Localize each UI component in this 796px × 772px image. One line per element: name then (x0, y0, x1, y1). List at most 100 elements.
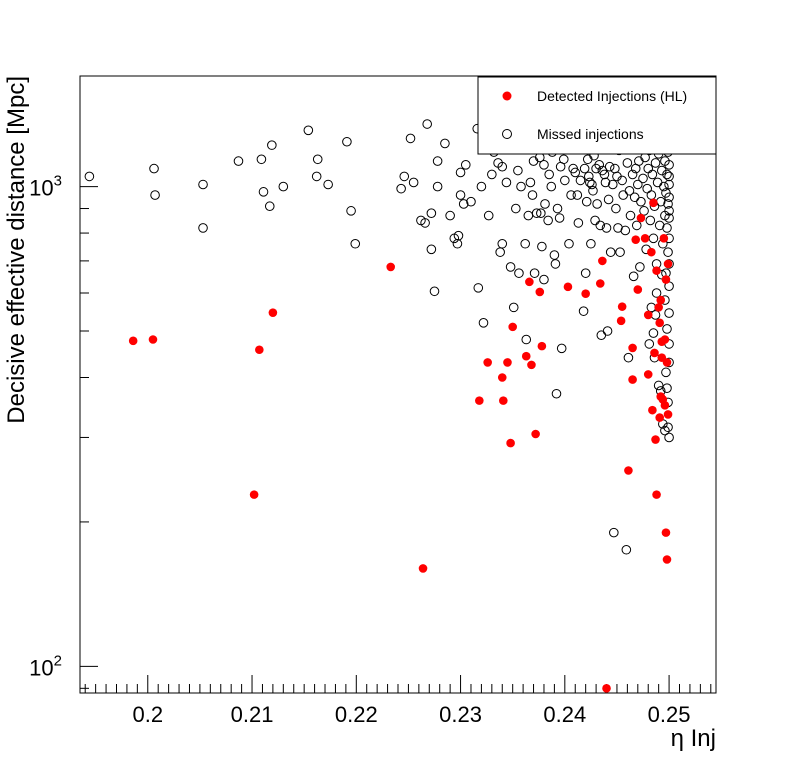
missed-point (587, 179, 597, 190)
detected-point (647, 247, 656, 257)
missed-point (595, 220, 606, 231)
missed-point (544, 169, 554, 180)
missed-point (634, 156, 644, 166)
missed-point (605, 247, 616, 257)
missed-point (622, 158, 633, 168)
missed-point (550, 259, 561, 269)
missed-point (631, 220, 642, 231)
missed-point (497, 161, 508, 172)
detected-point (531, 429, 540, 439)
missed-point (497, 238, 508, 249)
missed-point (628, 271, 639, 282)
missed-point (556, 343, 567, 354)
legend-missed-marker (502, 129, 512, 139)
missed-point (599, 169, 610, 180)
missed-point (581, 196, 592, 207)
detected-point (643, 310, 653, 320)
missed-point (198, 179, 208, 190)
detected-point (640, 234, 650, 243)
missed-point (664, 213, 674, 223)
missed-point (635, 262, 645, 272)
missed-point (552, 203, 563, 214)
missed-point (483, 210, 494, 221)
legend-detected-marker (502, 91, 512, 101)
missed-point (578, 306, 589, 316)
missed-point (487, 169, 497, 180)
y-axis-title: Decisive effective distance [Mpc] (3, 76, 30, 424)
missed-point (661, 367, 671, 378)
missed-point (445, 210, 455, 221)
missed-point (278, 181, 289, 192)
missed-point (405, 133, 416, 144)
missed-point (662, 383, 672, 393)
missed-point (602, 326, 613, 336)
detected-series (128, 198, 673, 693)
missed-point (529, 268, 540, 278)
axis-ticks (80, 186, 712, 693)
missed-point (604, 161, 615, 172)
y-tick-label: 103 (29, 173, 62, 201)
missed-point (570, 167, 581, 178)
missed-point (551, 388, 562, 399)
detected-point (521, 351, 531, 361)
detected-point (633, 285, 643, 294)
missed-point (426, 208, 437, 219)
x-tick-label: 0.23 (439, 702, 482, 727)
detected-point (652, 490, 661, 499)
x-axis-title: η Inj (671, 725, 716, 752)
missed-point (558, 154, 569, 165)
missed-point (303, 125, 314, 136)
missed-point (664, 160, 674, 170)
missed-point (648, 233, 659, 244)
y-tick-labels: 102 103 (29, 173, 62, 681)
missed-point (525, 177, 536, 188)
detected-point (503, 358, 512, 367)
missed-point (596, 330, 607, 341)
missed-point (422, 119, 432, 129)
missed-point (625, 210, 636, 221)
missed-point (662, 324, 672, 334)
missed-point (539, 160, 549, 170)
missed-point (312, 154, 323, 165)
missed-point (613, 223, 623, 233)
missed-point (311, 171, 322, 182)
detected-point (595, 279, 605, 288)
missed-point (662, 169, 672, 180)
missed-point (528, 156, 539, 166)
missed-point (609, 527, 619, 538)
missed-point (645, 215, 656, 226)
missed-point (617, 175, 627, 186)
missed-point (643, 163, 654, 174)
missed-point (540, 199, 550, 209)
missed-point (623, 352, 634, 363)
missed-point (256, 154, 267, 165)
missed-point (501, 177, 512, 188)
y-tick-label: 102 (29, 652, 62, 680)
missed-point (527, 190, 538, 200)
detected-point (661, 528, 671, 537)
missed-point (554, 213, 565, 223)
missed-point (455, 167, 466, 178)
missed-point (650, 158, 661, 168)
missed-point (600, 177, 611, 188)
missed-point (629, 192, 640, 203)
detected-point (636, 213, 646, 223)
detected-point (249, 490, 259, 499)
missed-point (586, 238, 596, 249)
missed-point (664, 432, 674, 443)
missed-point (653, 380, 664, 391)
detected-point (535, 287, 545, 297)
missed-point (651, 288, 662, 298)
missed-point (592, 199, 602, 209)
missed-point (514, 268, 524, 278)
detected-point (659, 234, 669, 243)
missed-point (564, 238, 574, 249)
x-tick-label: 0.25 (648, 702, 691, 727)
missed-point (511, 203, 521, 214)
missed-point (642, 183, 652, 194)
missed-point (508, 302, 519, 313)
detected-point (563, 282, 573, 292)
missed-point (584, 171, 594, 182)
missed-point (601, 223, 612, 233)
